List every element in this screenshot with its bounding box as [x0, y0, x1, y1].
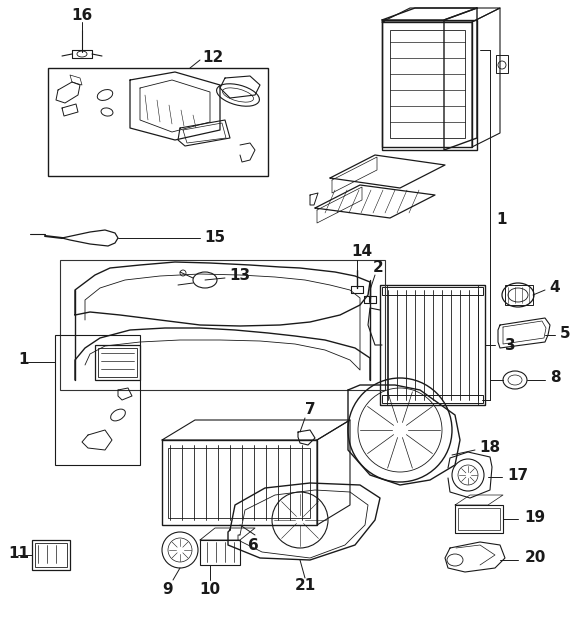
- Bar: [55, 335, 140, 465]
- Bar: [95, 345, 140, 380]
- Text: 18: 18: [479, 439, 501, 454]
- Bar: [380, 285, 485, 405]
- Text: 13: 13: [229, 268, 250, 284]
- Bar: [98, 348, 137, 377]
- Text: 11: 11: [8, 546, 29, 560]
- Text: 12: 12: [202, 49, 224, 65]
- Bar: [380, 285, 387, 405]
- Text: 10: 10: [199, 582, 221, 598]
- Text: 4: 4: [550, 280, 560, 296]
- Text: 20: 20: [524, 551, 546, 565]
- Text: 6: 6: [248, 537, 259, 553]
- Text: 8: 8: [550, 370, 560, 385]
- Bar: [478, 285, 485, 405]
- Text: 15: 15: [205, 230, 225, 246]
- Bar: [162, 440, 317, 525]
- Text: 14: 14: [352, 244, 372, 260]
- Text: 1: 1: [18, 353, 28, 368]
- Bar: [458, 508, 500, 530]
- Text: 21: 21: [295, 579, 315, 594]
- Bar: [505, 285, 533, 305]
- Text: 9: 9: [163, 582, 173, 598]
- Text: 7: 7: [304, 403, 315, 418]
- Text: 1: 1: [497, 213, 507, 227]
- Bar: [455, 505, 503, 533]
- Bar: [382, 20, 477, 150]
- Text: 19: 19: [525, 510, 546, 525]
- Bar: [168, 448, 310, 518]
- Bar: [35, 543, 67, 567]
- Text: 16: 16: [71, 8, 92, 23]
- Bar: [382, 395, 483, 403]
- Bar: [60, 260, 385, 390]
- Bar: [48, 68, 268, 176]
- Bar: [200, 540, 240, 565]
- Bar: [382, 22, 472, 147]
- Bar: [496, 55, 508, 73]
- Text: 2: 2: [372, 261, 383, 275]
- Text: 5: 5: [560, 325, 571, 341]
- Bar: [32, 540, 70, 570]
- Bar: [390, 30, 465, 138]
- Text: 17: 17: [507, 468, 529, 482]
- Text: 3: 3: [505, 337, 515, 353]
- Bar: [382, 287, 483, 295]
